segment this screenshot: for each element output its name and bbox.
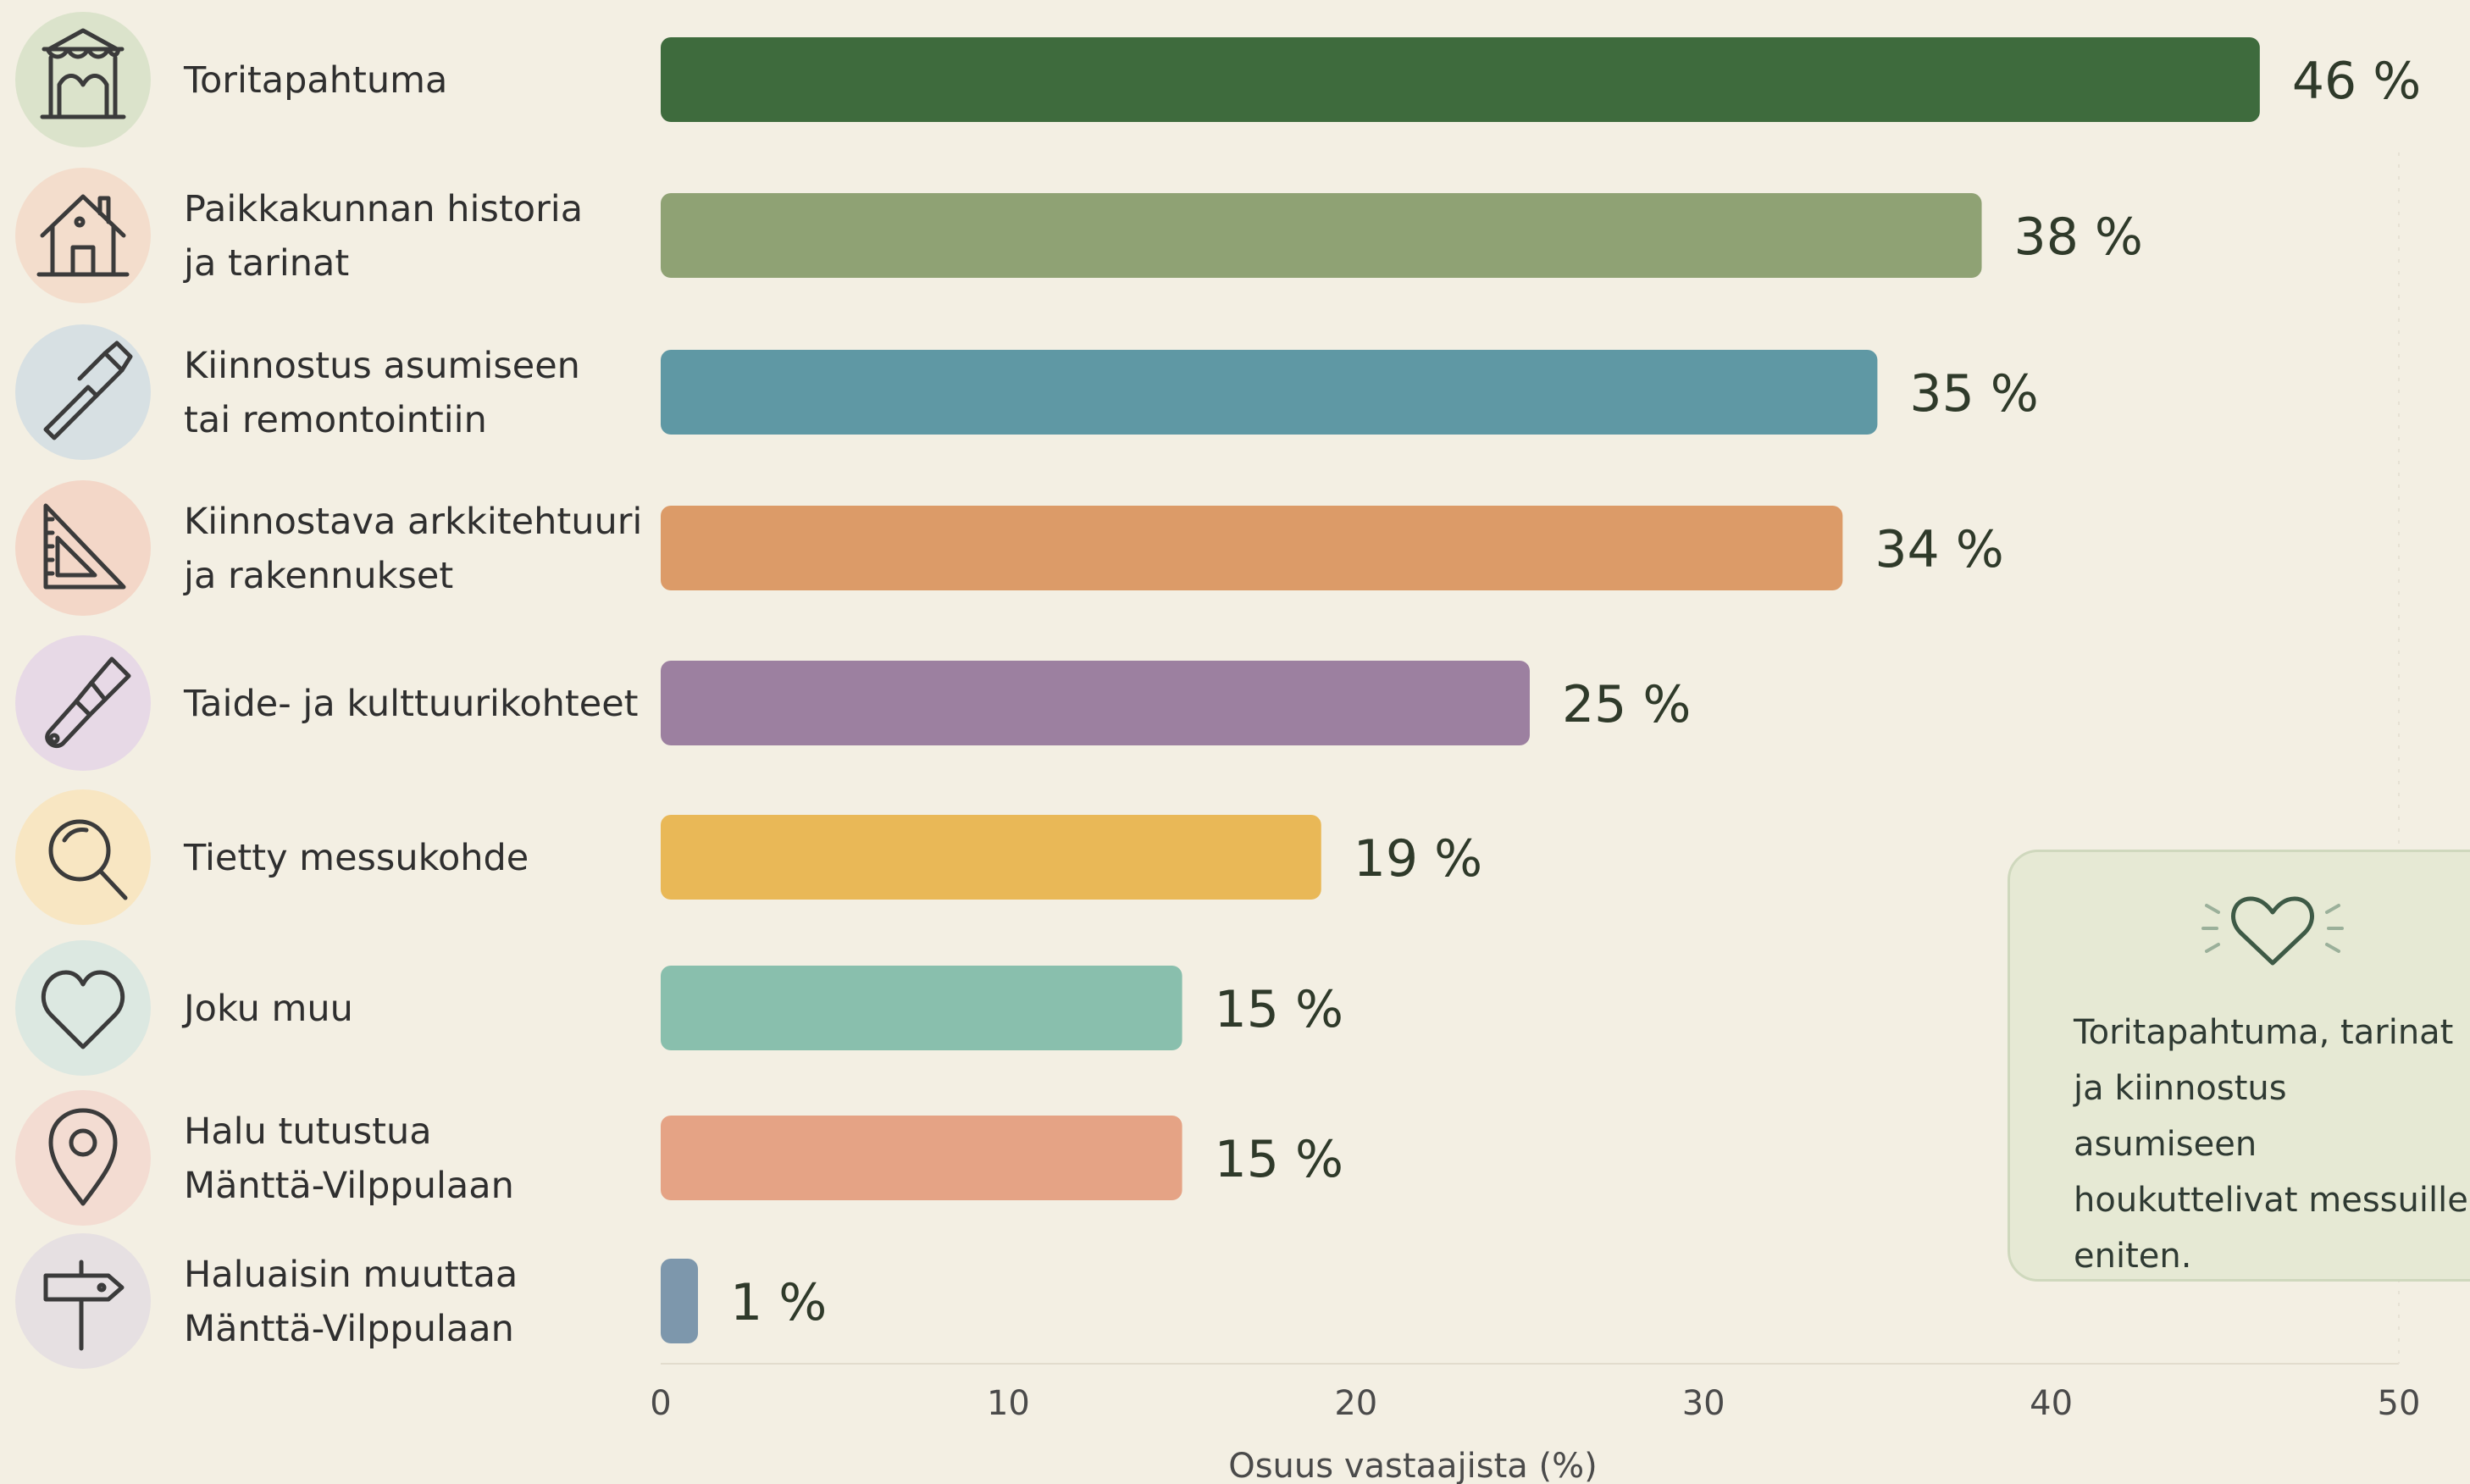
category-label: Haluaisin muuttaa Mänttä-Vilppulaan (184, 1254, 518, 1350)
brush-icon (15, 635, 151, 771)
x-tick-label: 20 (1334, 1384, 1377, 1423)
signpost-icon (15, 1233, 151, 1369)
house-icon (15, 168, 151, 303)
category-icons (15, 12, 151, 1369)
x-tick-label: 10 (987, 1384, 1030, 1423)
bar (661, 815, 1321, 900)
bar (661, 966, 1182, 1050)
summary-callout: Toritapahtuma, tarinat ja kiinnostus asu… (2008, 850, 2470, 1282)
callout-text: Toritapahtuma, tarinat ja kiinnostus asu… (2074, 1013, 2468, 1276)
bar-value-label: 15 % (1215, 980, 1343, 1039)
bar-value-label: 38 % (2014, 208, 2143, 267)
category-label-line: Mänttä-Vilppulaan (184, 1165, 514, 1207)
category-label-line: Kiinnostus asumiseen (184, 345, 580, 387)
icon-stroke (41, 970, 125, 1049)
hammer-icon (15, 324, 151, 460)
icon-stroke (97, 196, 111, 224)
icon-stroke (97, 1282, 107, 1293)
category-label-line: ja rakennukset (183, 555, 453, 597)
icon-stroke (77, 351, 125, 398)
icon-circle (15, 168, 151, 303)
category-label-line: Kiinnostava arkkitehtuuri (184, 501, 642, 543)
category-label: Tietty messukohde (183, 837, 529, 879)
category-labels: Toritapahtuma Paikkakunnan historia ja tar… (181, 59, 642, 1350)
bar (661, 193, 1982, 278)
magnifier-icon (15, 789, 151, 925)
category-label-line: Halu tutustua (184, 1110, 432, 1153)
x-tick-label: 30 (1682, 1384, 1725, 1423)
x-tick-label: 40 (2030, 1384, 2073, 1423)
category-label: Joku muu (181, 988, 353, 1030)
category-label-line: tai remontointiin (184, 399, 487, 441)
bar-value-label: 34 % (1875, 520, 2003, 579)
bar (661, 506, 1843, 590)
bar (661, 350, 1878, 435)
category-label: Paikkakunnan historia ja tarinat (183, 188, 583, 285)
icon-stroke (62, 828, 89, 843)
icon-stroke (48, 733, 60, 745)
icon-stroke (74, 216, 86, 228)
category-label: Taide- ja kulttuurikohteet (183, 683, 639, 725)
bar (661, 37, 2260, 122)
icon-circle (15, 480, 151, 616)
category-label-line: Tietty messukohde (183, 837, 529, 879)
category-label: Kiinnostus asumiseen tai remontointiin (184, 345, 580, 441)
icon-circle (15, 635, 151, 771)
set-square-icon (15, 480, 151, 616)
category-label-line: Haluaisin muuttaa (184, 1254, 518, 1296)
category-label-line: ja tarinat (183, 242, 349, 285)
callout-icon-wrap (2010, 882, 2470, 975)
heart-icon (15, 940, 151, 1076)
category-label-line: Mänttä-Vilppulaan (184, 1308, 514, 1350)
icon-stroke (99, 870, 128, 900)
bar-value-label: 35 % (1909, 364, 2038, 424)
icon-stroke (55, 535, 97, 578)
category-label-line: Paikkakunnan historia (184, 188, 583, 230)
x-tick-labels: 0 10 20 30 40 50 (650, 1384, 2420, 1423)
x-axis-title: Osuus vastaajista (%) (1228, 1447, 1598, 1484)
market-tent-icon (15, 12, 151, 147)
bar-value-label: 15 % (1215, 1130, 1343, 1189)
bar-value-label: 19 % (1354, 829, 1482, 889)
icon-stroke (48, 1108, 118, 1206)
bars (661, 37, 2260, 1343)
icon-stroke (48, 819, 111, 882)
icon-stroke (45, 699, 92, 749)
icon-circle (15, 940, 151, 1076)
bar (661, 1259, 698, 1343)
icon-stroke (57, 74, 109, 119)
icon-stroke (48, 55, 118, 119)
category-label-line: Joku muu (181, 988, 353, 1030)
category-label-line: Toritapahtuma (183, 59, 447, 102)
icon-stroke (45, 47, 121, 59)
value-labels: 46 % 38 % 35 % 34 % 25 % 19 % 15 % 15 % 1 % (730, 52, 2421, 1332)
bar (661, 661, 1530, 745)
icon-circle (15, 1090, 151, 1226)
category-label: Toritapahtuma (183, 59, 447, 102)
x-tick-label: 0 (650, 1384, 671, 1423)
icon-stroke (43, 1273, 125, 1302)
category-label: Halu tutustua Mänttä-Vilppulaan (184, 1110, 514, 1207)
icon-stroke (102, 341, 133, 373)
bar-value-label: 46 % (2292, 52, 2421, 111)
location-pin-icon (15, 1090, 151, 1226)
icon-stroke (70, 245, 96, 277)
icon-stroke (69, 1128, 97, 1157)
icon-stroke (43, 517, 55, 576)
bar (661, 1116, 1182, 1200)
icon-circle (15, 789, 151, 925)
x-tick-label: 50 (2378, 1384, 2421, 1423)
category-label-line: Taide- ja kulttuurikohteet (183, 683, 639, 725)
bar-value-label: 25 % (1562, 675, 1691, 734)
category-label: Kiinnostava arkkitehtuuri ja rakennukset (183, 501, 642, 597)
bar-value-label: 1 % (730, 1273, 827, 1332)
heart-icon (2201, 896, 2344, 966)
